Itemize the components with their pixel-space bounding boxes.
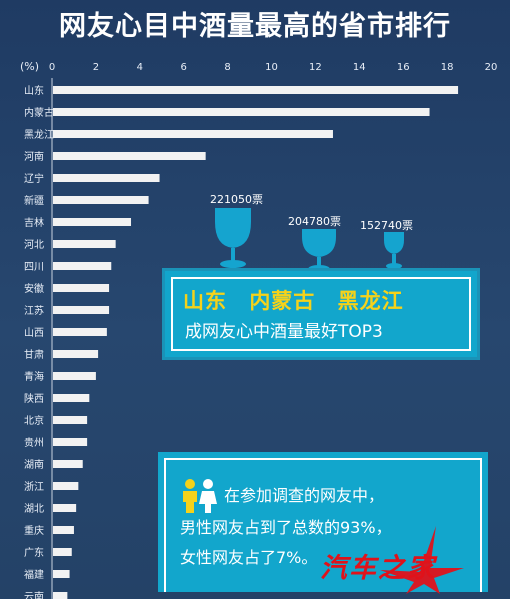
bar: [53, 328, 107, 336]
gender-line-2: 男性网友占到了总数的93%，: [180, 518, 392, 537]
vote-label-second: 204780票: [288, 215, 341, 228]
top3-name-third: 黑龙江: [337, 289, 404, 313]
category-label: 江苏: [24, 304, 44, 317]
bar: [53, 394, 90, 402]
category-label: 甘肃: [24, 348, 44, 361]
x-tick-label: 18: [441, 62, 454, 73]
top3-panel: 山东 内蒙古 黑龙江 成网友心中酒量最好TOP3: [162, 268, 480, 360]
bar: [53, 262, 112, 270]
gender-line-3: 女性网友占了7%。: [180, 548, 318, 567]
category-label: 云南: [24, 590, 44, 599]
category-label: 青海: [24, 370, 44, 383]
bar: [53, 306, 110, 314]
bar: [53, 196, 149, 204]
category-label: 河南: [24, 150, 44, 163]
top3-names: 山东 内蒙古 黑龙江: [183, 285, 418, 315]
bar: [53, 350, 99, 358]
people-icon: [183, 479, 217, 513]
watermark-text: 汽车之家: [320, 553, 436, 584]
x-tick-label: 2: [93, 62, 99, 73]
bar: [53, 592, 68, 599]
bar: [53, 548, 72, 556]
wine-glass-small-icon: [384, 232, 404, 269]
bar: [53, 130, 333, 138]
category-label: 安徽: [24, 282, 44, 295]
bar: [53, 152, 206, 160]
gender-line-1: 在参加调查的网友中，: [224, 486, 385, 505]
bar: [53, 526, 74, 534]
bar: [53, 218, 132, 226]
category-label: 湖北: [24, 503, 44, 515]
category-label: 内蒙古: [24, 106, 54, 119]
chart-title: 网友心目中酒量最高的省市排行: [59, 11, 451, 42]
bar: [53, 482, 79, 490]
category-label: 广东: [24, 546, 44, 559]
bar: [53, 372, 96, 380]
vote-label-first: 221050票: [210, 193, 263, 206]
category-label: 河北: [24, 239, 44, 251]
x-tick-label: 12: [309, 62, 322, 73]
gender-frame: [164, 458, 482, 592]
x-tick-label: 4: [137, 62, 143, 73]
category-label: 福建: [24, 568, 44, 581]
category-label: 湖南: [24, 458, 44, 471]
x-tick-label: 20: [485, 62, 498, 73]
bar: [53, 86, 459, 94]
bar: [53, 570, 70, 578]
top3-name-first: 山东: [183, 289, 227, 313]
unit-label: (%): [20, 60, 39, 73]
bar: [53, 108, 430, 116]
category-label: 黑龙江: [24, 128, 54, 141]
x-tick-label: 14: [353, 62, 366, 73]
category-label: 浙江: [24, 481, 44, 493]
bar: [53, 174, 160, 182]
category-label: 山西: [24, 327, 44, 339]
x-tick-label: 6: [181, 62, 187, 73]
x-tick-label: 16: [397, 62, 410, 73]
category-label: 吉林: [24, 216, 44, 229]
top3-name-second: 内蒙古: [249, 289, 316, 313]
category-label: 重庆: [24, 524, 44, 537]
category-label: 贵州: [24, 436, 44, 449]
bar: [53, 460, 83, 468]
vote-label-third: 152740票: [360, 219, 413, 232]
top3-caption: 成网友心中酒量最好TOP3: [185, 322, 383, 342]
category-label: 山东: [24, 84, 44, 97]
top3-frame: [171, 277, 471, 351]
bar: [53, 240, 116, 248]
category-label: 北京: [24, 414, 44, 427]
wine-glass-large-icon: [215, 208, 251, 268]
bar: [53, 504, 77, 512]
x-tick-label: 10: [265, 62, 278, 73]
bar: [53, 438, 88, 446]
watermark-star-logo: [380, 526, 464, 594]
x-tick-label: 8: [224, 62, 230, 73]
category-label: 新疆: [24, 194, 44, 207]
bar: [53, 284, 110, 292]
x-tick-label: 0: [49, 62, 55, 73]
category-label: 辽宁: [24, 172, 44, 185]
bar: [53, 416, 88, 424]
category-label: 四川: [24, 262, 44, 273]
category-label: 陕西: [24, 392, 44, 405]
